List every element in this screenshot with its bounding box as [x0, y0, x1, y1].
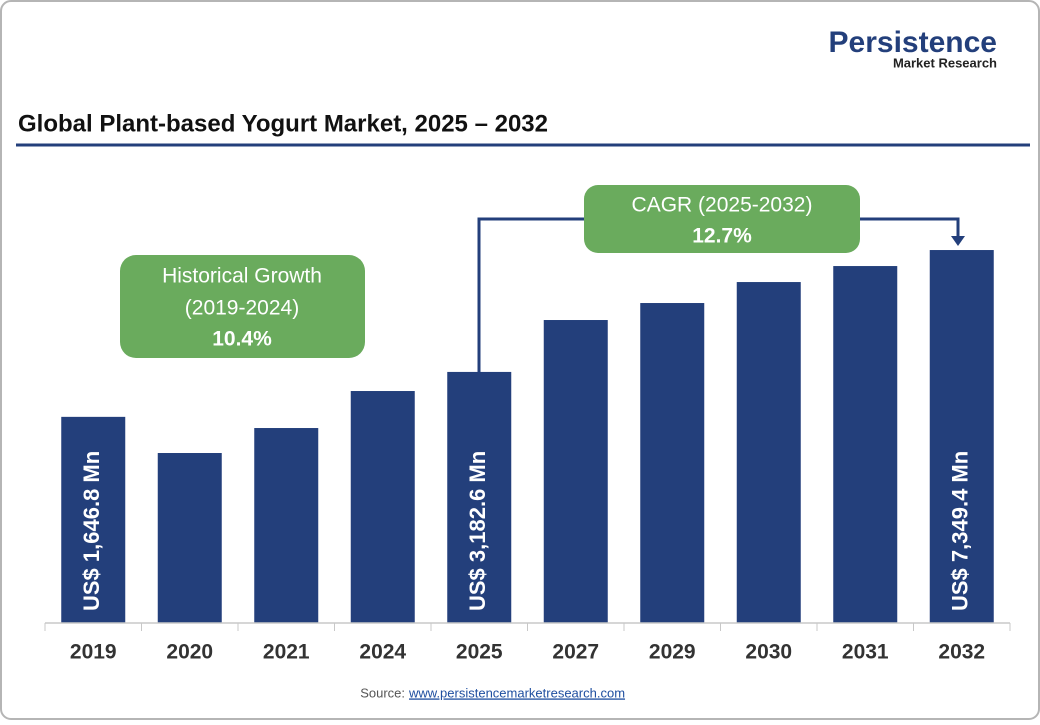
bar: [543, 320, 608, 623]
cagr-label: CAGR (2025-2032): [632, 194, 813, 217]
historical-period: (2019-2024): [185, 297, 299, 320]
cagr-arrow: [951, 236, 965, 246]
chart-title: Global Plant-based Yogurt Market, 2025 –…: [18, 110, 548, 137]
x-tick-label: 2031: [842, 641, 889, 664]
value-label: US$ 7,349.4 Mn: [948, 451, 973, 611]
x-tick-label: 2032: [938, 641, 985, 664]
cagr-box: [584, 185, 860, 253]
bar: [61, 416, 126, 623]
x-tick-label: 2024: [359, 641, 406, 664]
logo-name: Persistence: [829, 26, 997, 59]
logo-tagline: Market Research: [893, 55, 997, 70]
bar: [640, 303, 705, 623]
bar: [254, 428, 319, 623]
historical-value: 10.4%: [212, 328, 272, 351]
bar: [157, 453, 222, 623]
x-tick-label: 2029: [649, 641, 696, 664]
bar: [833, 266, 898, 623]
x-tick-label: 2021: [263, 641, 310, 664]
x-tick-label: 2019: [70, 641, 117, 664]
value-label: US$ 1,646.8 Mn: [79, 451, 104, 611]
x-tick-label: 2025: [456, 641, 503, 664]
cagr-value: 12.7%: [692, 225, 752, 248]
value-label: US$ 3,182.6 Mn: [465, 451, 490, 611]
historical-box: [120, 255, 365, 358]
bar: [350, 391, 415, 623]
bar: [447, 371, 512, 623]
x-tick-label: 2020: [166, 641, 213, 664]
x-tick-label: 2030: [745, 641, 792, 664]
bar: [929, 250, 994, 623]
source-link[interactable]: www.persistencemarketresearch.com: [408, 685, 625, 700]
x-tick-label: 2027: [552, 641, 599, 664]
bar: [736, 282, 801, 623]
source-label: Source:: [360, 685, 405, 700]
historical-label: Historical Growth: [162, 265, 322, 288]
